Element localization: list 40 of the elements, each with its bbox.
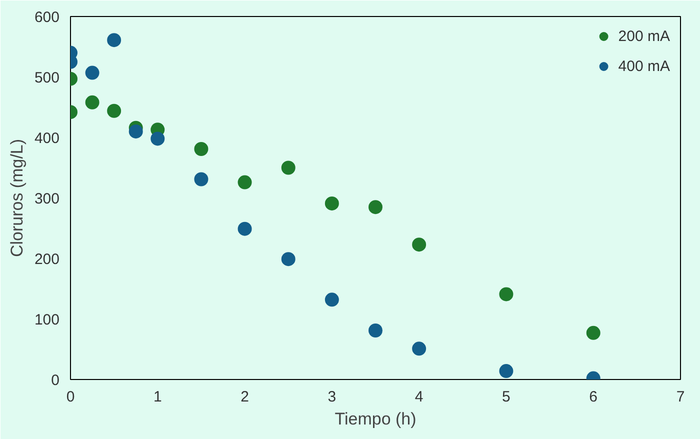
point <box>324 196 339 210</box>
x-tick-label: 6 <box>589 388 598 406</box>
x-axis-title: Tiempo (h) <box>334 410 416 428</box>
legend-label: 400 mA <box>618 58 670 74</box>
x-tick-label: 5 <box>502 388 510 406</box>
point <box>368 200 382 214</box>
y-tick-label: 100 <box>34 312 60 328</box>
y-axis-title: Cloruros (mg/L) <box>7 138 26 258</box>
point <box>85 95 100 110</box>
y-tick-label: 0 <box>51 372 60 389</box>
point <box>150 132 165 146</box>
point <box>85 66 100 80</box>
point <box>324 292 339 307</box>
point <box>194 172 208 186</box>
y-tick-label: 200 <box>34 251 60 268</box>
x-tick-label: 0 <box>66 388 75 406</box>
point <box>107 33 122 48</box>
point <box>586 326 600 340</box>
x-tick-label: 3 <box>328 388 336 406</box>
point <box>368 324 382 338</box>
point <box>194 142 208 156</box>
y-tick-label: 300 <box>34 190 60 208</box>
point <box>499 364 514 378</box>
point <box>128 124 143 138</box>
x-tick-label: 7 <box>676 388 685 406</box>
x-tick-label: 4 <box>414 388 424 406</box>
point <box>412 342 426 356</box>
point <box>107 104 122 118</box>
point <box>281 252 296 266</box>
point <box>412 238 426 252</box>
point <box>238 222 252 236</box>
y-tick-label: 400 <box>34 130 60 147</box>
y-tick-label: 500 <box>34 70 60 86</box>
y-tick-label: 600 <box>34 9 60 26</box>
x-tick-label: 2 <box>240 388 249 406</box>
point <box>281 160 296 175</box>
point <box>499 287 514 302</box>
legend-label: 200 mA <box>618 28 670 44</box>
point <box>238 175 252 190</box>
x-tick-label: 1 <box>153 388 162 406</box>
